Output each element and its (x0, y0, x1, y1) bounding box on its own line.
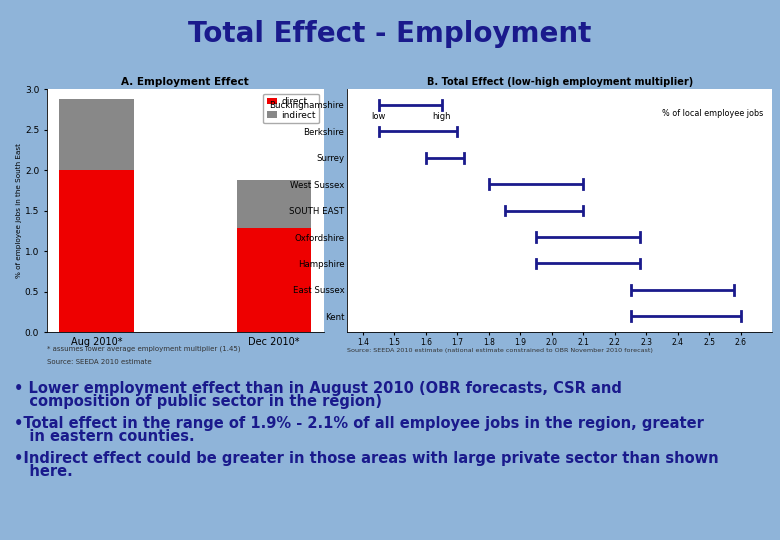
Text: Total Effect - Employment: Total Effect - Employment (188, 19, 592, 48)
Text: Source: SEEDA 2010 estimate (national estimate constrained to OBR November 2010 : Source: SEEDA 2010 estimate (national es… (347, 348, 653, 353)
Text: low: low (371, 112, 386, 122)
Text: • Lower employment effect than in August 2010 (OBR forecasts, CSR and: • Lower employment effect than in August… (14, 381, 622, 396)
Text: Source: SEEDA 2010 estimate: Source: SEEDA 2010 estimate (47, 359, 151, 364)
Text: high: high (432, 112, 451, 122)
Bar (59, 170, 134, 332)
Text: * assumes lower average employment multiplier (1.45): * assumes lower average employment multi… (47, 346, 240, 352)
Text: in eastern counties.: in eastern counties. (14, 429, 195, 444)
Y-axis label: % of employee jobs in the South East: % of employee jobs in the South East (16, 143, 22, 278)
Bar (236, 180, 311, 228)
Text: •Indirect effect could be greater in those areas with large private sector than : •Indirect effect could be greater in tho… (14, 451, 718, 466)
Text: % of local employee jobs: % of local employee jobs (662, 109, 764, 118)
Bar (59, 99, 134, 170)
Text: composition of public sector in the region): composition of public sector in the regi… (14, 394, 382, 409)
Text: here.: here. (14, 464, 73, 480)
Title: B. Total Effect (low-high employment multiplier): B. Total Effect (low-high employment mul… (427, 77, 693, 87)
Title: A. Employment Effect: A. Employment Effect (122, 77, 249, 87)
Legend: direct, indirect: direct, indirect (263, 93, 319, 123)
Bar (236, 228, 311, 332)
Text: •Total effect in the range of 1.9% - 2.1% of all employee jobs in the region, gr: •Total effect in the range of 1.9% - 2.1… (14, 416, 704, 431)
